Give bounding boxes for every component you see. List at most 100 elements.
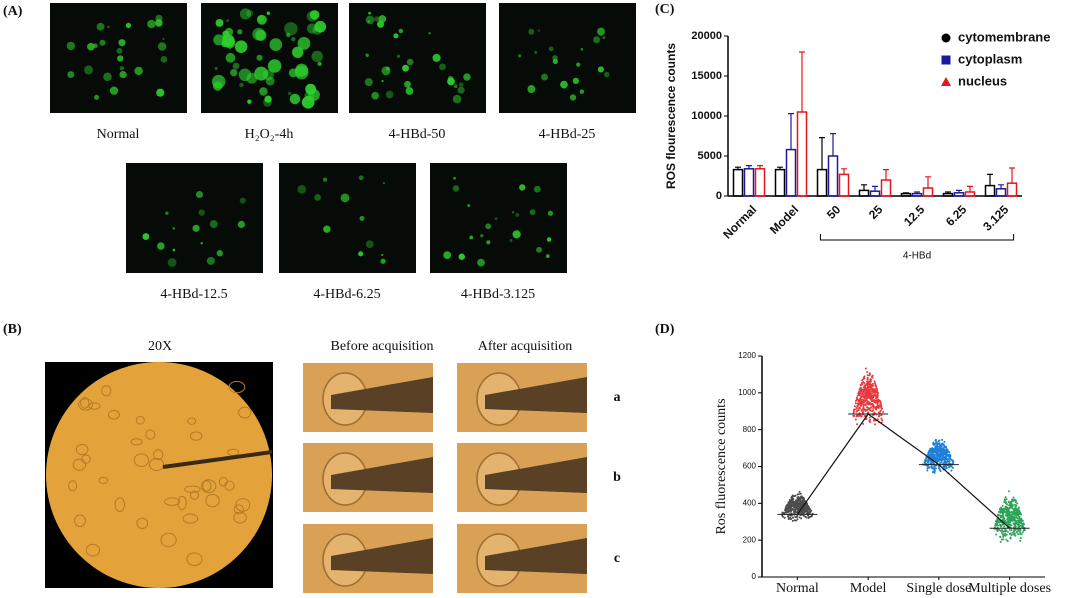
point [810, 509, 813, 512]
point [856, 415, 859, 418]
point [930, 460, 933, 463]
point [1018, 523, 1021, 526]
bar [953, 192, 965, 197]
point [790, 499, 793, 502]
point [796, 509, 799, 512]
bar [858, 189, 870, 197]
cell-spot [340, 193, 350, 203]
cell-spot [232, 62, 240, 70]
panel-letter: (C) [655, 2, 675, 17]
error-bar [945, 191, 951, 194]
cell-spot [511, 210, 515, 214]
point [866, 374, 869, 377]
cell-spot [518, 54, 522, 58]
cell [133, 453, 150, 467]
error-bar [925, 176, 931, 188]
y-tick-label: 800 [743, 425, 757, 434]
cell-spot [452, 94, 462, 104]
point [1014, 525, 1017, 528]
cell-spot [239, 197, 246, 204]
point [864, 409, 867, 412]
point [862, 381, 865, 384]
cell [187, 417, 197, 425]
cell-spot [572, 77, 579, 84]
point [1019, 524, 1022, 527]
point [927, 452, 930, 455]
cell [68, 480, 78, 492]
point [1006, 530, 1009, 533]
cell-spot [172, 227, 176, 230]
cell-spot [398, 28, 404, 34]
point [1007, 517, 1010, 520]
point [785, 508, 788, 511]
fluorescence-image [349, 3, 486, 113]
y-tick-label: 5000 [698, 150, 722, 162]
microscope-field [46, 362, 272, 588]
point [1004, 519, 1007, 522]
point [867, 403, 870, 406]
cell-spot [226, 19, 230, 23]
y-tick-label: 1000 [738, 388, 756, 397]
micropipette [162, 450, 273, 469]
point-cloud [921, 438, 955, 475]
bar [743, 168, 755, 197]
cell-spot [519, 184, 526, 191]
point [859, 403, 862, 406]
cell-spot [157, 242, 165, 250]
cell-spot [569, 94, 577, 101]
error-bar [746, 165, 752, 169]
point [1003, 525, 1006, 528]
point [932, 442, 935, 445]
point [857, 407, 860, 410]
cell-spot [230, 68, 238, 77]
cell-spot [527, 85, 536, 94]
point [1014, 519, 1017, 522]
cell-spot [560, 80, 568, 89]
image-label: Normal [97, 127, 140, 142]
cell-spot [119, 70, 127, 79]
cell-spot [309, 10, 320, 20]
bar [838, 173, 850, 197]
cell-spot [116, 47, 123, 54]
point [1008, 503, 1011, 506]
cell [164, 497, 181, 506]
fluorescence-image [499, 3, 636, 113]
point [880, 407, 883, 410]
point [938, 443, 941, 446]
cell-spot [119, 66, 125, 71]
cell-spot [452, 185, 460, 192]
point [995, 533, 998, 536]
point [791, 495, 794, 498]
cell [75, 443, 89, 456]
point [857, 392, 860, 395]
point [868, 386, 871, 389]
point [943, 456, 946, 459]
cell-spot [458, 253, 465, 260]
cell-spot [477, 258, 485, 267]
point [1013, 511, 1016, 514]
error-bar [883, 169, 889, 180]
point [1002, 518, 1005, 521]
point [948, 451, 951, 454]
cell-spot [397, 54, 401, 58]
cell-spot [215, 18, 224, 27]
x-tick-label: Model [767, 202, 801, 236]
point [1014, 499, 1017, 502]
point [1009, 532, 1012, 535]
legend-label: cytoplasm [958, 51, 1022, 66]
cell-spot [238, 68, 252, 82]
image-label: H₂O₂-4h [245, 127, 294, 142]
cell-spot [206, 256, 215, 265]
cell-spot [107, 25, 110, 29]
point [871, 384, 874, 387]
point [940, 444, 943, 447]
cell [233, 504, 244, 515]
cell-spot [200, 242, 203, 245]
bar [785, 148, 797, 197]
point [926, 467, 929, 470]
legend-entry: nucleus [941, 73, 1007, 88]
point [856, 398, 859, 401]
point [791, 516, 794, 519]
cell-spot [443, 251, 452, 260]
